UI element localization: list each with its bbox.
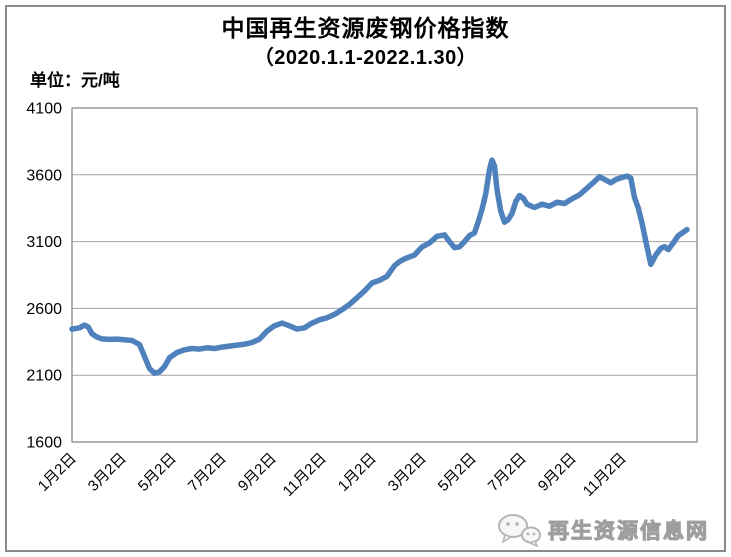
plot-area-border <box>71 107 698 443</box>
title-block: 中国再生资源废钢价格指数 （2020.1.1-2022.1.30） <box>0 14 731 71</box>
x-tick-label: 7月2日 <box>485 450 530 495</box>
y-tick-label: 2100 <box>26 368 62 385</box>
chart-title: 中国再生资源废钢价格指数 <box>221 15 510 41</box>
watermark-site-name: 再生资源信息网 <box>548 520 709 544</box>
y-tick-label: 4100 <box>26 101 62 118</box>
x-tick-label: 1月2日 <box>35 450 80 495</box>
x-tick-label: 11月2日 <box>280 450 330 500</box>
x-tick-label: 1月2日 <box>335 450 380 495</box>
x-tick-label: 9月2日 <box>235 450 280 495</box>
x-tick-label: 5月2日 <box>135 450 180 495</box>
watermark: 再生资源信息网 <box>497 513 709 547</box>
y-axis-tick-labels: 4100 3600 3100 2600 2100 1600 <box>26 101 62 452</box>
y-tick-label: 2600 <box>26 301 62 318</box>
wechat-bubbles-icon <box>498 514 541 547</box>
x-tick-label: 9月2日 <box>535 450 580 495</box>
x-axis-tick-labels: 1月2日 3月2日 5月2日 7月2日 9月2日 11月2日 1月2日 3月2日 5月2日 7月2… <box>35 450 630 500</box>
chart-subtitle: （2020.1.1-2022.1.30） <box>253 46 478 69</box>
y-tick-label: 3600 <box>26 167 62 184</box>
y-tick-label: 3100 <box>26 234 62 251</box>
x-tick-label: 3月2日 <box>85 450 130 495</box>
x-tick-label: 3月2日 <box>385 450 430 495</box>
x-tick-label: 7月2日 <box>185 450 230 495</box>
y-axis-unit-label: 单位：元/吨 <box>30 71 120 90</box>
y-tick-label: 1600 <box>26 435 62 452</box>
scrap-steel-price-line-series <box>69 157 690 376</box>
x-tick-label: 11月2日 <box>580 450 630 500</box>
x-tick-label: 5月2日 <box>435 450 480 495</box>
